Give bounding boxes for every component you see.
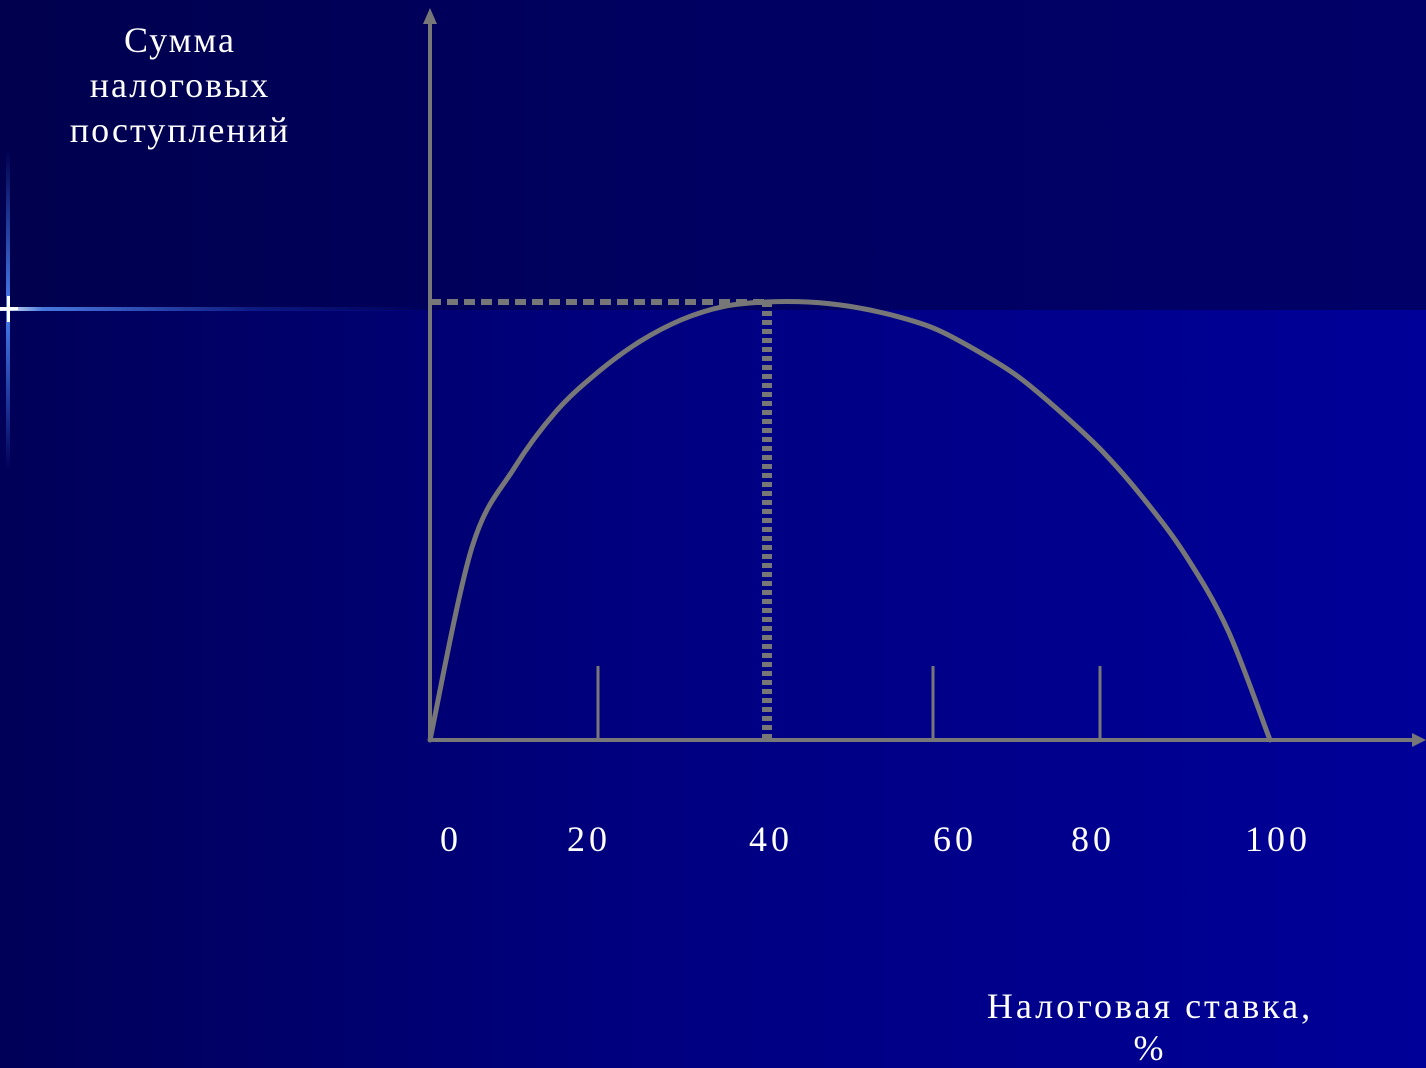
decorative-glow-horizontal	[0, 307, 430, 311]
background-bottom-band	[0, 310, 1426, 1068]
laffer-curve-line	[427, 298, 1273, 743]
x-tick-label: 40	[749, 819, 793, 859]
y-axis-label-line: Сумма	[124, 20, 236, 60]
x-axis-label-line: %	[1133, 1028, 1167, 1068]
x-axis-label: Налоговая ставка, %	[900, 985, 1400, 1068]
y-axis-label-line: налоговых	[89, 65, 271, 105]
decorative-sparkle-icon	[0, 296, 18, 322]
y-axis-label-line: поступлений	[69, 110, 291, 150]
background-top-band	[0, 0, 1426, 310]
x-axis-label-line: Налоговая ставка,	[986, 986, 1314, 1026]
x-tick-label: 80	[1071, 819, 1115, 859]
x-tick-label: 0	[440, 819, 462, 859]
x-tick-label: 100	[1245, 819, 1311, 859]
y-axis-arrow-icon	[423, 8, 437, 24]
x-tick-label: 60	[933, 819, 977, 859]
x-tick-label: 20	[567, 819, 611, 859]
x-axis-arrow-icon	[1412, 733, 1426, 747]
y-axis-label: Сумма налоговых поступлений	[10, 18, 350, 153]
